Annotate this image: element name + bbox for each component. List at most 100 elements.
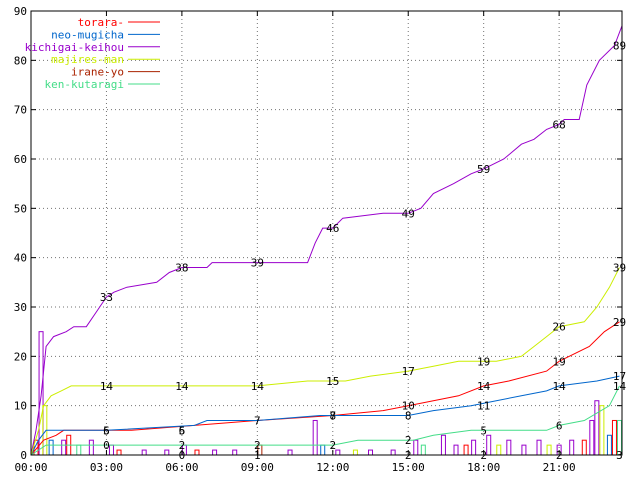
series-line [30,385,620,456]
activity-bar [536,439,542,456]
activity-bar [232,449,238,456]
point-label: 14 [100,380,114,393]
point-label: 14 [477,380,491,393]
point-label: 26 [553,321,566,334]
point-label: 39 [251,257,264,270]
series-line [30,375,620,456]
activity-bar [368,449,374,456]
legend-label: torara- [78,16,124,29]
activity-bar [287,449,293,456]
point-label: 38 [175,262,188,275]
activity-bar [352,449,358,456]
y-tick-label: 50 [14,202,27,215]
point-label: 8 [329,410,336,423]
activity-bar [594,400,600,456]
point-label: 6 [103,424,110,437]
x-tick-label: 15:00 [392,461,425,474]
activity-bar [48,439,54,456]
x-tick-label: 18:00 [467,461,500,474]
activity-bar [164,449,170,456]
point-label: 2 [329,439,336,452]
point-label: 49 [402,207,415,220]
point-label: 11 [477,400,490,413]
activity-bar [471,439,477,456]
activity-bar [496,444,502,456]
point-label: 19 [553,355,566,368]
x-tick-label: 00:00 [14,461,47,474]
series-line [30,25,623,456]
activity-bar [76,444,82,456]
point-label: 6 [556,419,563,432]
activity-bar [440,434,446,456]
point-label: 46 [326,222,339,235]
y-tick-label: 10 [14,400,27,413]
activity-bar [546,444,552,456]
point-label: 17 [402,365,415,378]
activity-bar [141,449,147,456]
activity-bar [521,444,527,456]
activity-bar [453,444,459,456]
point-label: 14 [613,380,627,393]
x-tick-label: 03:00 [90,461,123,474]
activity-bar [116,449,122,456]
activity-bar [581,439,587,456]
legend-label: kichigai-keihou [25,41,124,54]
point-label: 17 [613,370,626,383]
point-label: 2 [405,434,412,447]
activity-bar [312,419,318,456]
point-label: 0 [103,439,110,452]
y-tick-label: 70 [14,104,27,117]
point-label: 2 [179,439,186,452]
activity-bar [606,434,612,456]
grid [31,11,622,455]
legend-label: neo-mugicha [51,28,124,41]
point-label: 8 [405,410,412,423]
activity-bar [589,419,595,456]
point-label: 5 [179,424,186,437]
series-line [30,321,620,456]
activity-bar [88,439,94,456]
point-label: 14 [251,380,265,393]
legend-label: ken-kutaragi [45,78,124,91]
activity-bar [212,449,218,456]
series-line [30,267,620,456]
legend: torara-neo-mugichakichigai-keihoumajires… [25,16,160,91]
point-label: 7 [254,414,261,427]
y-tick-label: 60 [14,153,27,166]
activity-bar [61,439,67,456]
point-label: 59 [477,163,490,176]
point-label: 5 [103,424,110,437]
activity-bar [390,449,396,456]
point-label: 29 [613,316,626,329]
point-label: 6 [179,424,186,437]
point-label: 10 [402,400,415,413]
activity-bar [463,444,469,456]
activity-bar [413,439,419,456]
activity-bar [486,434,492,456]
point-label: 19 [477,355,490,368]
y-tick-label: 90 [14,5,27,18]
activity-bar [569,439,575,456]
point-label: 15 [326,375,339,388]
activity-bar [599,405,605,456]
point-label: 2 [254,439,261,452]
activity-bar [420,444,426,456]
x-tick-label: 09:00 [241,461,274,474]
point-label: 14 [175,380,189,393]
point-label: 14 [553,380,567,393]
activity-bar [335,449,341,456]
point-label: 89 [613,40,626,53]
y-tick-label: 30 [14,301,27,314]
x-tick-label: 06:00 [165,461,198,474]
legend-label: irane-yo [71,66,124,79]
y-tick-label: 0 [20,449,27,462]
legend-label: majires-man [51,53,124,66]
point-label: 68 [553,118,566,131]
activity-bar [506,439,512,456]
y-tick-label: 40 [14,252,27,265]
point-label: 5 [480,424,487,437]
x-tick-label: 21:00 [543,461,576,474]
